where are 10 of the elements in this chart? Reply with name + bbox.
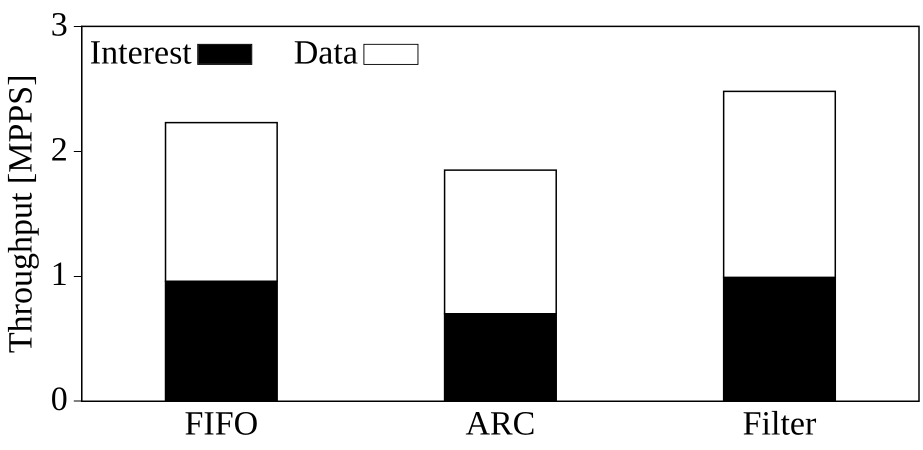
y-tick-label: 2 [50, 131, 68, 168]
y-tick-label: 1 [50, 256, 68, 294]
y-tick-label: 3 [50, 6, 68, 44]
legend-label: Data [294, 34, 358, 72]
x-tick-label: Filter [742, 406, 817, 443]
x-tick-label: ARC [465, 406, 536, 443]
y-tick-label: 0 [50, 381, 68, 418]
legend-label: Interest [90, 34, 192, 72]
y-axis-title: Throughput [MPPS] [2, 74, 40, 354]
x-tick-label: FIFO [184, 406, 258, 443]
